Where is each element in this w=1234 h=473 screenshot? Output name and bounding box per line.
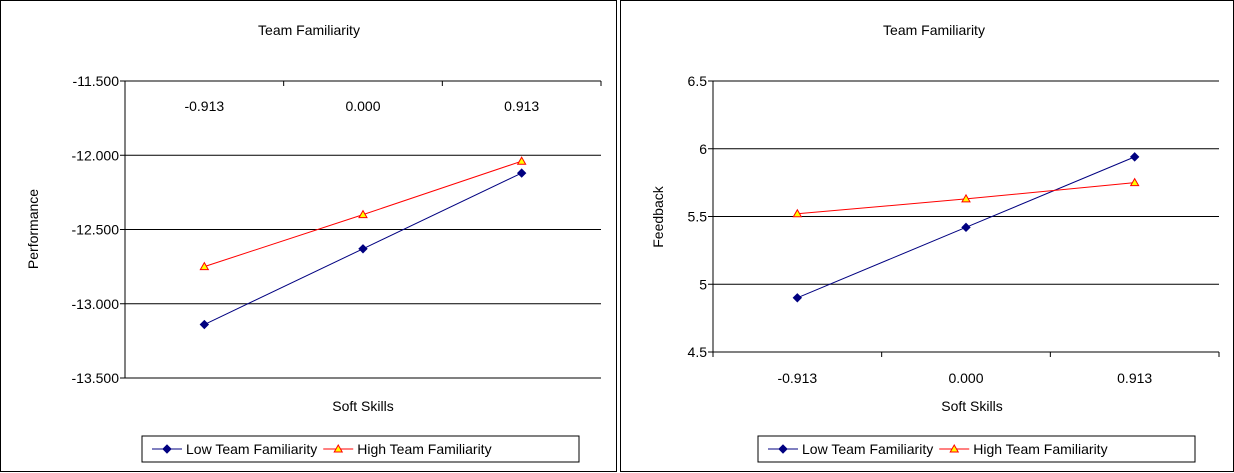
chart-title: Team Familiarity xyxy=(883,22,985,38)
x-tick-label: 0.000 xyxy=(345,98,380,114)
x-tick-label: -0.913 xyxy=(184,98,224,114)
data-point-triangle xyxy=(961,193,971,203)
chart-right-svg: Team Familiarity 6.5 6 5.5 5 4.5 -0.913 0.000 0.… xyxy=(650,22,1220,463)
legend-label: High Team Familiarity xyxy=(973,441,1107,457)
chart-left-svg: Team Familiarity -11.500 -12.000 -12.500 -13… xyxy=(25,22,602,463)
y-tick-label: -11.500 xyxy=(73,73,120,89)
data-point-diamond xyxy=(358,244,368,254)
legend-marker-diamond xyxy=(778,444,788,454)
data-point-triangle xyxy=(1129,177,1140,187)
y-tick-label: 5.5 xyxy=(688,209,708,225)
legend-box xyxy=(757,435,1196,463)
y-tick-label: -13.500 xyxy=(72,370,120,386)
chart-left: Team Familiarity -11.500 -12.000 -12.500 -13… xyxy=(0,0,617,472)
y-tick-label: 5 xyxy=(699,276,707,292)
x-axis-label: Soft Skills xyxy=(332,398,393,414)
y-tick-label: 6 xyxy=(699,141,707,157)
y-tick-label: 4.5 xyxy=(688,344,708,360)
data-point-triangle xyxy=(792,208,803,218)
y-tick-label: -12.500 xyxy=(72,222,120,238)
data-point-diamond xyxy=(792,293,803,303)
data-point-diamond xyxy=(199,319,210,330)
legend-label: Low Team Familiarity xyxy=(186,441,317,457)
x-axis-label: Soft Skills xyxy=(941,398,1002,414)
legend-label: Low Team Familiarity xyxy=(802,441,933,457)
legend-marker-triangle xyxy=(333,443,344,453)
y-axis-label: Performance xyxy=(25,189,41,269)
x-tick-label: 0.913 xyxy=(504,98,539,114)
x-tick-label: -0.913 xyxy=(777,370,817,386)
x-tick-label: 0.913 xyxy=(1117,370,1152,386)
data-point-triangle xyxy=(516,156,527,165)
y-tick-label: -13.000 xyxy=(72,296,120,312)
chart-right: Team Familiarity 6.5 6 5.5 5 4.5 -0.913 0.000 0.… xyxy=(620,0,1234,472)
x-tick-label: 0.000 xyxy=(948,370,983,386)
legend-box xyxy=(141,435,580,463)
chart-title: Team Familiarity xyxy=(258,22,360,38)
y-axis-label: Feedback xyxy=(650,185,666,247)
data-point-diamond xyxy=(516,168,527,178)
data-point-triangle xyxy=(199,261,210,271)
data-point-triangle xyxy=(358,209,368,219)
legend-label: High Team Familiarity xyxy=(357,441,491,457)
legend-marker-triangle xyxy=(949,443,960,453)
y-tick-label: 6.5 xyxy=(688,73,708,89)
data-point-diamond xyxy=(1129,152,1140,162)
y-tick-label: -12.000 xyxy=(72,147,120,163)
legend-marker-diamond xyxy=(162,444,172,454)
data-point-diamond xyxy=(961,222,971,233)
